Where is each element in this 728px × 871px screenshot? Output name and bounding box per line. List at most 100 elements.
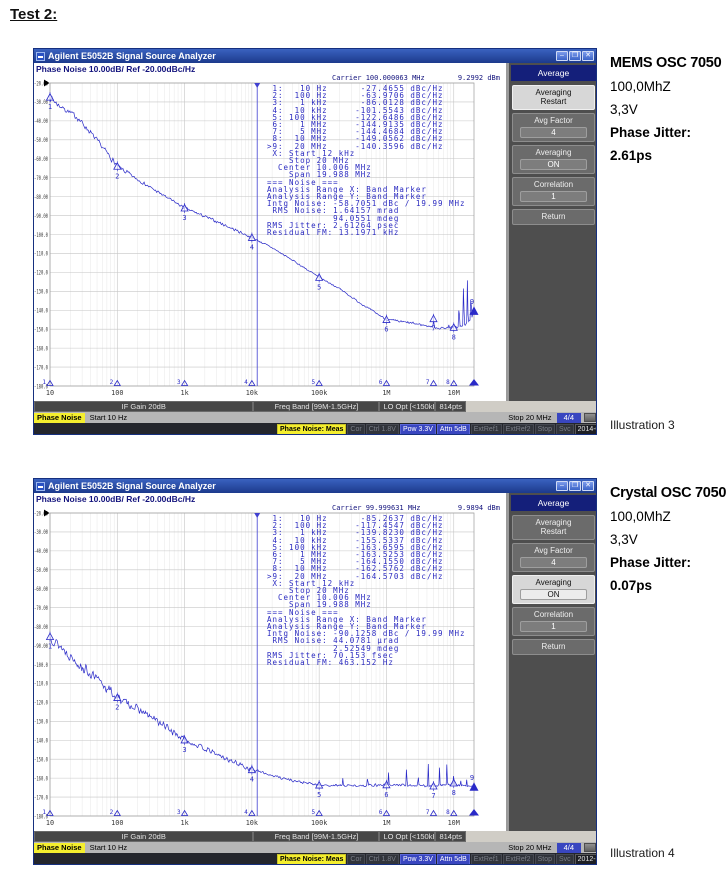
svg-text:-150.0: -150.0 xyxy=(34,757,48,763)
sweep-start-label: Start 10 Hz xyxy=(89,843,128,852)
trace-scale-label: Phase Noise 10.00dB/ Ref -20.00dBc/Hz xyxy=(36,64,196,74)
svg-text:-40.00: -40.00 xyxy=(34,549,48,555)
status-item: Attn 5dB xyxy=(436,853,470,864)
svg-text:-160.0: -160.0 xyxy=(34,776,48,782)
status-item: Phase Noise: Meas xyxy=(277,423,347,434)
status-item: 2012-10-08 14:09 xyxy=(574,853,596,864)
svg-text:-90.00: -90.00 xyxy=(34,644,48,650)
softkey-avg-factor[interactable]: Avg Factor 4 xyxy=(512,113,595,142)
config-segment: IF Gain 20dB xyxy=(34,831,254,842)
softkey-averaging-restart[interactable]: Averaging Restart xyxy=(512,85,595,110)
minimize-button[interactable]: – xyxy=(556,51,568,61)
instrument-client-area: Phase Noise 10.00dB/ Ref -20.00dBc/Hz Ca… xyxy=(34,63,596,434)
menu-title: Average xyxy=(511,65,596,81)
maximize-button[interactable]: ❐ xyxy=(569,51,581,61)
annotation-mems: MEMS OSC 7050 100,0MhZ 3,3V Phase Jitter… xyxy=(610,52,728,167)
svg-text:-150.0: -150.0 xyxy=(34,327,48,333)
softkey-averaging-on[interactable]: Averaging ON xyxy=(512,145,595,174)
svg-text:1M: 1M xyxy=(382,389,390,397)
svg-text:7: 7 xyxy=(431,325,435,333)
caption-illustration-3: Illustration 3 xyxy=(610,418,675,432)
svg-text:4: 4 xyxy=(244,379,248,386)
plot-region: Phase Noise 10.00dB/ Ref -20.00dBc/Hz Ca… xyxy=(34,493,506,831)
svg-text:6: 6 xyxy=(379,809,383,816)
softkey-correlation[interactable]: Correlation 1 xyxy=(512,607,595,636)
svg-text:2: 2 xyxy=(115,172,119,180)
status-item: ExtRef1 xyxy=(470,423,502,434)
instrument-client-area: Phase Noise 10.00dB/ Ref -20.00dBc/Hz Ca… xyxy=(34,493,596,864)
svg-text:-180.0: -180.0 xyxy=(34,384,48,390)
svg-text:7: 7 xyxy=(426,379,430,386)
status-item: Cor xyxy=(347,853,365,864)
softkey-return[interactable]: Return xyxy=(512,639,595,655)
svg-text:10M: 10M xyxy=(448,389,460,397)
window-titlebar[interactable]: Agilent E5052B Signal Source Analyzer – … xyxy=(34,49,596,63)
marker-readout-block: 1: 10 Hz -85.2637 dBc/Hz 2: 100 Hz -117.… xyxy=(267,514,466,668)
carrier-frequency: Carrier 100.000063 MHz xyxy=(332,74,425,82)
annotation-crystal: Crystal OSC 7050 100,0MhZ 3,3V Phase Jit… xyxy=(610,482,728,597)
svg-text:10: 10 xyxy=(46,389,54,397)
svg-text:-170.0: -170.0 xyxy=(34,365,48,371)
svg-text:1M: 1M xyxy=(382,819,390,827)
status-bar: Phase Noise: Meas Cor Ctrl 1.8V Pow 3.3V Att… xyxy=(34,423,596,434)
sweep-bar: Phase Noise Start 10 Hz Stop 20 MHz 4/4 xyxy=(34,842,596,853)
softkey-averaging-on[interactable]: Averaging ON xyxy=(512,575,595,604)
svg-text:1: 1 xyxy=(42,809,46,816)
marker-readout-block: 1: 10 Hz -27.4655 dBc/Hz 2: 100 Hz -63.9… xyxy=(267,84,466,238)
svg-text:6: 6 xyxy=(384,326,388,334)
svg-text:8: 8 xyxy=(446,809,450,816)
svg-text:-20.00: -20.00 xyxy=(34,81,48,87)
svg-text:-80.00: -80.00 xyxy=(34,195,48,201)
average-count-badge: 4/4 xyxy=(556,842,581,853)
config-segment: IF Gain 20dB xyxy=(34,401,254,412)
svg-text:100k: 100k xyxy=(311,819,327,827)
svg-text:1: 1 xyxy=(42,379,46,386)
svg-text:-120.0: -120.0 xyxy=(34,701,48,707)
window-titlebar[interactable]: Agilent E5052B Signal Source Analyzer – … xyxy=(34,479,596,493)
page-heading: Test 2: xyxy=(10,6,58,23)
softkey-averaging-restart[interactable]: Averaging Restart xyxy=(512,515,595,540)
svg-text:3: 3 xyxy=(183,214,187,222)
svg-text:1: 1 xyxy=(48,103,52,111)
instrument-window-mems: Agilent E5052B Signal Source Analyzer – … xyxy=(33,48,597,435)
svg-text:1k: 1k xyxy=(180,389,188,397)
annotation-jitter-label: Phase Jitter: xyxy=(610,125,692,140)
svg-text:-20.00: -20.00 xyxy=(34,511,48,517)
softkey-avg-factor[interactable]: Avg Factor 4 xyxy=(512,543,595,572)
config-segment: Freq Band [99M-1.5GHz] xyxy=(253,401,380,412)
status-item: Ctrl 1.8V xyxy=(365,423,399,434)
svg-text:-40.00: -40.00 xyxy=(34,119,48,125)
softkey-return[interactable]: Return xyxy=(512,209,595,225)
sweep-stop-label: Stop 20 MHz xyxy=(508,843,552,852)
menu-title: Average xyxy=(511,495,596,511)
svg-text:-140.0: -140.0 xyxy=(34,309,48,315)
carrier-readout: Carrier 99.999631 MHz 9.9894 dBm xyxy=(332,504,500,512)
status-item: ExtRef1 xyxy=(470,853,502,864)
svg-text:10k: 10k xyxy=(246,389,258,397)
close-button[interactable]: ✕ xyxy=(582,481,594,491)
carrier-readout: Carrier 100.000063 MHz 9.2992 dBm xyxy=(332,74,500,82)
close-button[interactable]: ✕ xyxy=(582,51,594,61)
svg-text:-110.0: -110.0 xyxy=(34,682,48,688)
svg-text:2: 2 xyxy=(115,704,119,712)
status-item: Stop xyxy=(534,423,555,434)
svg-text:8: 8 xyxy=(452,789,456,797)
svg-text:100k: 100k xyxy=(311,389,327,397)
svg-text:3: 3 xyxy=(183,746,187,754)
status-item: 2014-07-28 09:38 xyxy=(574,423,596,434)
trace-scale-label: Phase Noise 10.00dB/ Ref -20.00dBc/Hz xyxy=(36,494,196,504)
carrier-power: 9.9894 dBm xyxy=(457,504,500,512)
maximize-button[interactable]: ❐ xyxy=(569,481,581,491)
average-count-badge: 4/4 xyxy=(556,412,581,423)
svg-text:8: 8 xyxy=(452,333,456,341)
status-item: Cor xyxy=(347,423,365,434)
softkey-correlation[interactable]: Correlation 1 xyxy=(512,177,595,206)
window-title: Agilent E5052B Signal Source Analyzer xyxy=(48,481,216,491)
minimize-button[interactable]: – xyxy=(556,481,568,491)
carrier-frequency: Carrier 99.999631 MHz xyxy=(332,504,421,512)
config-segment: Freq Band [99M-1.5GHz] xyxy=(253,831,380,842)
annotation-title: Crystal OSC 7050 xyxy=(610,485,727,501)
svg-text:2: 2 xyxy=(110,809,114,816)
svg-text:-30.00: -30.00 xyxy=(34,530,48,536)
svg-text:1k: 1k xyxy=(180,819,188,827)
